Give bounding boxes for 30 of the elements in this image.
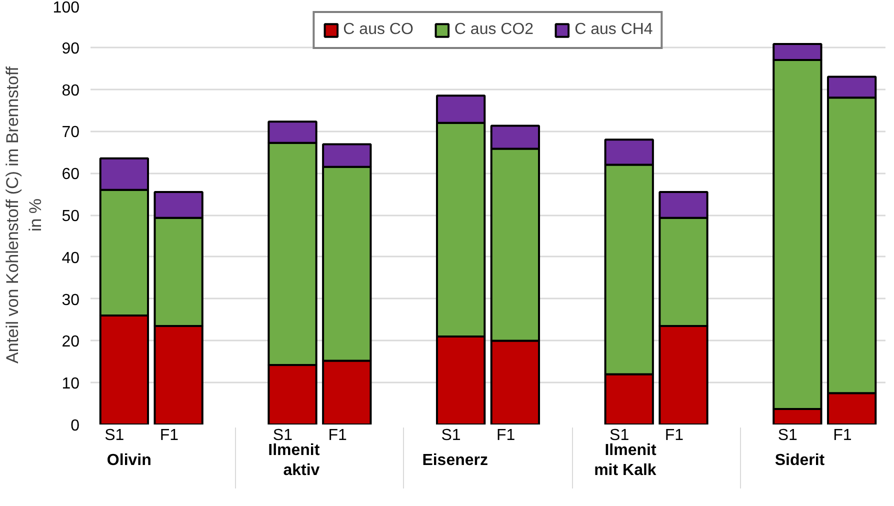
legend-label: C aus CO <box>343 21 414 39</box>
x-tick-label: S1 <box>441 427 461 444</box>
y-tick-label: 10 <box>62 376 80 393</box>
x-tick-label: F1 <box>664 427 684 444</box>
y-tick-label: 100 <box>52 0 80 16</box>
legend-label: C aus CH4 <box>574 21 653 39</box>
y-tick-label: 80 <box>62 82 80 100</box>
text: Olivin <box>106 452 152 469</box>
x-tick-label: F1 <box>328 427 347 444</box>
y-tick-label: 60 <box>62 166 80 184</box>
text: Eisenerz <box>422 452 488 469</box>
x-tick-label: F1 <box>833 427 852 444</box>
x-tick-label: F1 <box>160 427 179 444</box>
y-tick-label: 30 <box>62 292 80 309</box>
x-tick-label: S1 <box>104 427 124 444</box>
x-tick-label: S1 <box>272 427 293 444</box>
y-axis-title: Anteil von Kohlenstoff (C) im Brennstoff in % <box>3 66 45 364</box>
y-tick-label: 50 <box>62 208 80 225</box>
legend-label: C aus CO2 <box>454 21 534 39</box>
y-tick-label: 40 <box>62 250 80 267</box>
text: Ilmenit aktiv <box>268 442 320 480</box>
y-tick-label: 70 <box>62 124 80 142</box>
text: Ilmenit mit Kalk <box>594 442 657 480</box>
x-tick-label: F1 <box>496 427 516 444</box>
text: Siderit <box>774 452 826 469</box>
y-tick-label: 0 <box>70 418 80 434</box>
x-tick-label: S1 <box>778 427 798 444</box>
y-tick-label: 20 <box>62 334 80 351</box>
y-tick-label: 90 <box>62 40 80 58</box>
x-tick-label: S1 <box>610 427 630 444</box>
